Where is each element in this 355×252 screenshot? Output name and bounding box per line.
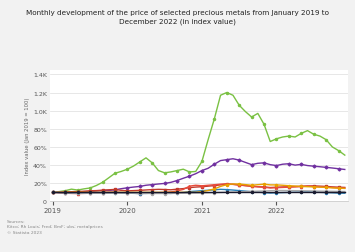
Text: Monthly development of the price of selected precious metals from January 2019 t: Monthly development of the price of sele… (26, 10, 329, 24)
Y-axis label: Index value (Jan 2019 = 100): Index value (Jan 2019 = 100) (25, 98, 30, 175)
Text: Sources:
Kitco; Rh Louis; Fred; BmF; ubs; metalprices
© Statista 2023: Sources: Kitco; Rh Louis; Fred; BmF; ubs… (7, 219, 103, 234)
